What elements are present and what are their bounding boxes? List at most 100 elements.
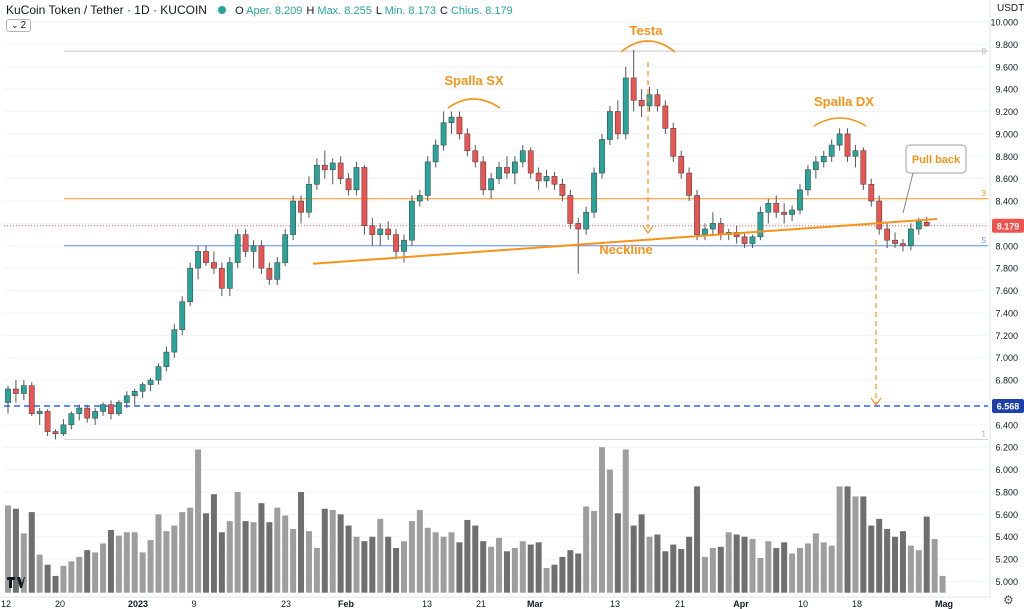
volume-bar bbox=[765, 541, 772, 593]
candle-body bbox=[622, 77, 629, 135]
tradingview-logo-icon bbox=[6, 575, 26, 591]
volume-bar bbox=[250, 522, 257, 593]
volume-bar bbox=[361, 541, 368, 593]
currency-label[interactable]: USDT bbox=[997, 3, 1024, 14]
candle-body bbox=[654, 94, 661, 107]
candle-body bbox=[139, 384, 146, 392]
candle-body bbox=[892, 239, 898, 244]
volume-bar bbox=[432, 532, 439, 593]
volume-bar bbox=[92, 552, 99, 593]
volume-bar bbox=[290, 528, 297, 593]
volume-bar bbox=[575, 553, 582, 593]
candle-body bbox=[28, 385, 35, 414]
grid bbox=[4, 21, 988, 582]
volume-bar bbox=[480, 541, 487, 593]
time-tick-label: 13 bbox=[422, 599, 432, 609]
candle bbox=[163, 346, 170, 372]
candle-body bbox=[789, 209, 795, 215]
candle-body bbox=[583, 211, 590, 230]
candle-body bbox=[559, 183, 566, 196]
candle bbox=[599, 133, 605, 179]
market-status-icon bbox=[218, 6, 227, 14]
candle-body bbox=[717, 223, 724, 235]
volume-bars bbox=[5, 447, 946, 593]
candle-body bbox=[527, 150, 534, 174]
candle-body bbox=[100, 404, 106, 412]
neckline-label: Neckline bbox=[599, 242, 652, 257]
candle-body bbox=[440, 122, 447, 146]
volume-bar bbox=[385, 536, 392, 593]
candle bbox=[868, 178, 875, 207]
candle bbox=[907, 223, 914, 251]
price-tick-label: 5.400 bbox=[995, 532, 1018, 542]
volume-bar bbox=[709, 547, 716, 593]
candle bbox=[638, 89, 645, 118]
volume-bar bbox=[448, 532, 455, 593]
candle bbox=[923, 216, 930, 227]
candle bbox=[385, 221, 392, 241]
symbol-header[interactable]: KuCoin Token / Tether · 1D · KUCOIN O Ap… bbox=[6, 3, 517, 17]
candle bbox=[844, 128, 851, 162]
candle bbox=[203, 245, 209, 266]
volume-bar bbox=[123, 532, 130, 593]
candle-body bbox=[258, 245, 265, 269]
candle-body bbox=[797, 189, 803, 211]
time-tick-label: 21 bbox=[675, 599, 685, 609]
volume-bar bbox=[115, 535, 122, 593]
price-tick-label: 8.600 bbox=[995, 174, 1018, 184]
candle bbox=[614, 100, 621, 140]
candle bbox=[686, 167, 693, 202]
candle bbox=[258, 240, 265, 274]
candle-body bbox=[844, 133, 851, 157]
candle bbox=[369, 217, 376, 246]
price-tick-label: 5.200 bbox=[995, 555, 1018, 565]
candle bbox=[591, 167, 597, 218]
candle bbox=[876, 195, 883, 235]
volume-bar bbox=[210, 494, 217, 593]
price-tick-label: 7.000 bbox=[995, 353, 1018, 363]
head-label: Testa bbox=[630, 23, 664, 38]
head-arc bbox=[620, 40, 676, 53]
candle-body bbox=[820, 155, 827, 163]
volume-bar bbox=[535, 542, 542, 593]
candle-body bbox=[702, 228, 708, 235]
volume-bar bbox=[899, 531, 906, 593]
candle-body bbox=[567, 195, 574, 224]
candle-body bbox=[694, 195, 700, 235]
volume-bar bbox=[12, 508, 19, 593]
candle bbox=[789, 205, 795, 222]
candle-body bbox=[504, 167, 510, 174]
symbol-title[interactable]: KuCoin Token / Tether · 1D · KUCOIN bbox=[6, 3, 207, 17]
candle bbox=[108, 400, 114, 420]
candle-body bbox=[464, 133, 471, 151]
candle bbox=[250, 240, 257, 269]
time-tick-label: Mar bbox=[527, 599, 544, 609]
candle bbox=[298, 195, 304, 224]
candle-body bbox=[535, 172, 542, 182]
candle-body bbox=[907, 228, 914, 247]
time-axis[interactable]: 12 20 2023 9 23 Feb 13 21 Mar 13 21 Apr 10 18 Mag bbox=[0, 596, 990, 609]
candle-body bbox=[321, 164, 328, 171]
candle bbox=[115, 400, 122, 416]
volume-bar bbox=[377, 518, 384, 593]
candle bbox=[440, 111, 447, 151]
candle-body bbox=[361, 167, 368, 226]
candle-body bbox=[472, 150, 479, 163]
candle-body bbox=[377, 228, 384, 235]
candle-body bbox=[836, 133, 843, 146]
volume-bar bbox=[591, 511, 598, 593]
candle bbox=[480, 156, 487, 196]
candle-body bbox=[709, 223, 716, 230]
gear-icon[interactable]: ⚙ bbox=[1003, 593, 1014, 607]
indicator-toggle[interactable]: ⌄ 2 bbox=[6, 19, 32, 32]
levels: 0 3 5 1 bbox=[4, 47, 988, 440]
candle bbox=[195, 245, 201, 280]
volume-bar bbox=[456, 542, 463, 593]
volume-bar bbox=[820, 542, 827, 593]
candle-body bbox=[670, 128, 677, 157]
candle bbox=[424, 156, 431, 202]
volume-bar bbox=[28, 512, 35, 593]
price-axis[interactable]: 10.000 9.800 9.600 9.400 9.200 9.000 8.800 8.60… bbox=[989, 0, 1024, 597]
annotations: Spalla SX Testa Spalla DX Neckline Pull … bbox=[312, 23, 967, 407]
